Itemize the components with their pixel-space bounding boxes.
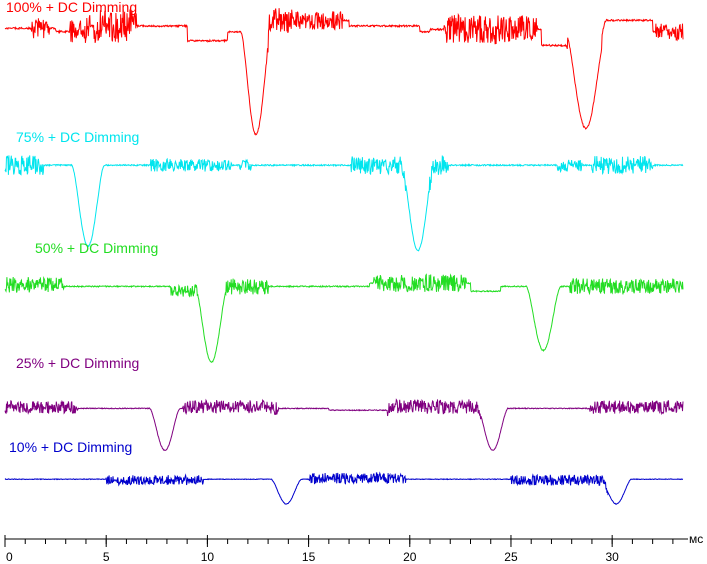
series-label-4: 25% + DC Dimming	[16, 355, 139, 371]
series-line-3	[4, 273, 684, 363]
x-axis: 0 5 10 15 20 25 30 мс	[4, 532, 703, 564]
series-2: 75% + DC Dimming	[4, 129, 684, 252]
series-label-2: 75% + DC Dimming	[16, 129, 139, 145]
x-tick-label: 15	[302, 550, 316, 564]
x-tick-label: 30	[605, 550, 619, 564]
series-label-1: 100% + DC Dimming	[6, 0, 137, 15]
series-4: 25% + DC Dimming	[4, 355, 684, 451]
x-tick-label: 20	[403, 550, 417, 564]
series-line-1	[4, 8, 684, 136]
x-axis-major-ticks	[4, 535, 613, 547]
series-line-2	[4, 155, 684, 252]
series-3: 50% + DC Dimming	[4, 240, 684, 363]
series-layer: 100% + DC Dimming 75% + DC Dimming 50% + D…	[4, 0, 684, 505]
series-1: 100% + DC Dimming	[4, 0, 684, 136]
series-label-5: 10% + DC Dimming	[9, 439, 132, 455]
x-axis-tick-labels: 0 5 10 15 20 25 30	[6, 550, 619, 564]
x-axis-unit-label: мс	[689, 532, 703, 546]
x-tick-label: 25	[504, 550, 518, 564]
x-tick-label: 5	[103, 550, 110, 564]
series-line-5	[4, 471, 684, 505]
series-line-4	[4, 398, 684, 451]
series-5: 10% + DC Dimming	[4, 439, 684, 505]
x-tick-label: 10	[201, 550, 215, 564]
x-tick-label: 0	[6, 550, 13, 564]
series-label-3: 50% + DC Dimming	[35, 240, 158, 256]
x-axis-minor-ticks	[4, 539, 674, 544]
